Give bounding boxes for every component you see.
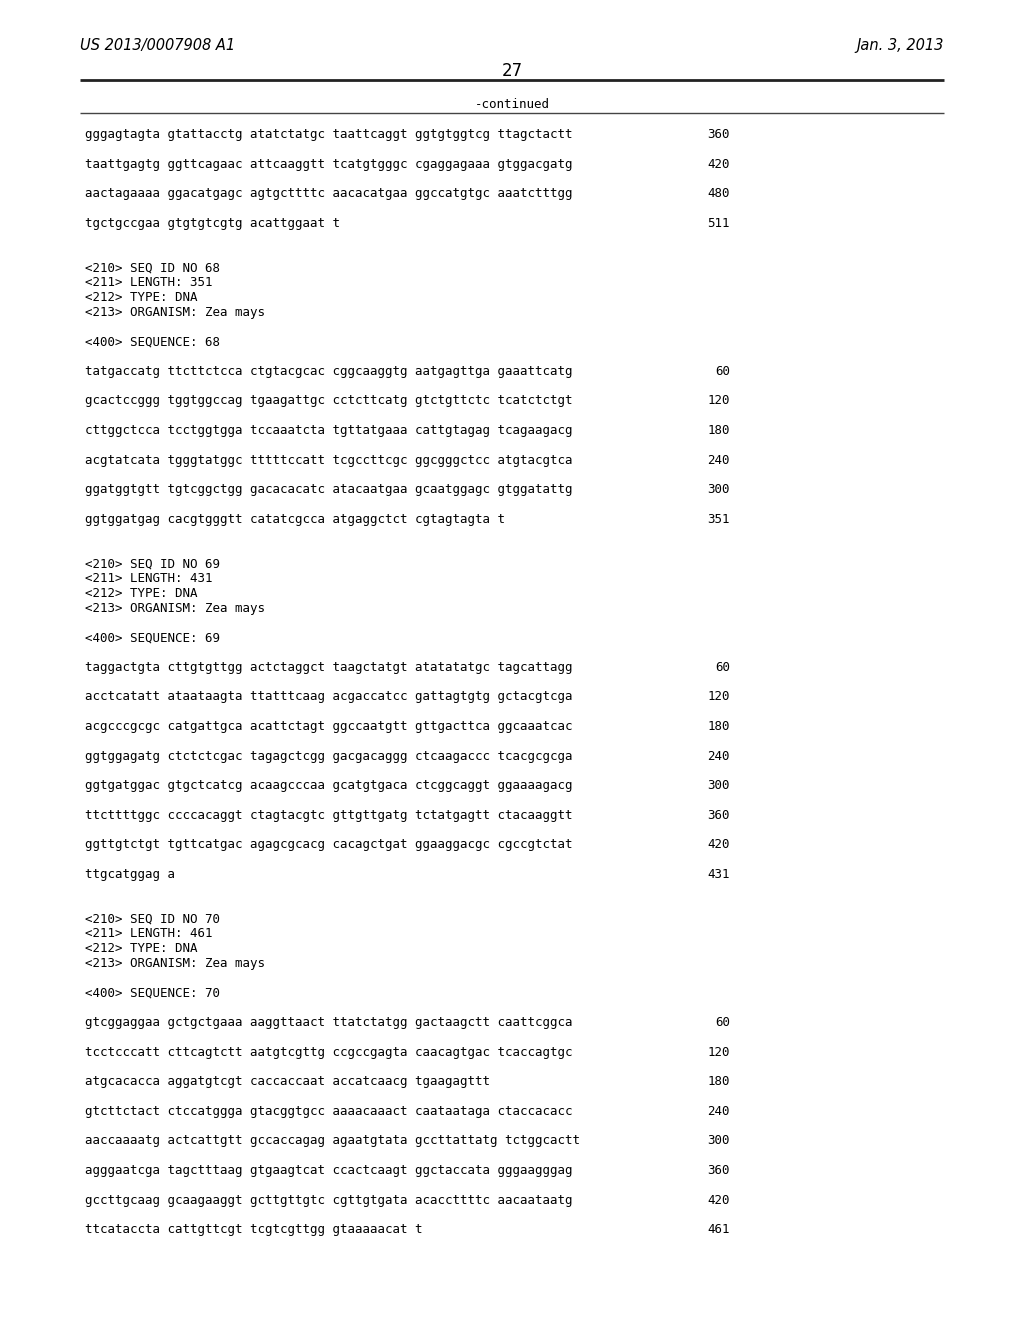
Text: 180: 180 [708,719,730,733]
Text: 180: 180 [708,1076,730,1088]
Text: aaccaaaatg actcattgtt gccaccagag agaatgtata gccttattatg tctggcactt: aaccaaaatg actcattgtt gccaccagag agaatgt… [85,1134,580,1147]
Text: 240: 240 [708,1105,730,1118]
Text: 420: 420 [708,1193,730,1206]
Text: <212> TYPE: DNA: <212> TYPE: DNA [85,587,198,599]
Text: tcctcccatt cttcagtctt aatgtcgttg ccgccgagta caacagtgac tcaccagtgc: tcctcccatt cttcagtctt aatgtcgttg ccgccga… [85,1045,572,1059]
Text: Jan. 3, 2013: Jan. 3, 2013 [857,38,944,53]
Text: ggtggatgag cacgtgggtt catatcgcca atgaggctct cgtagtagta t: ggtggatgag cacgtgggtt catatcgcca atgaggc… [85,512,505,525]
Text: <211> LENGTH: 461: <211> LENGTH: 461 [85,927,213,940]
Text: gccttgcaag gcaagaaggt gcttgttgtc cgttgtgata acaccttttc aacaataatg: gccttgcaag gcaagaaggt gcttgttgtc cgttgtg… [85,1193,572,1206]
Text: ttcataccta cattgttcgt tcgtcgttgg gtaaaaacat t: ttcataccta cattgttcgt tcgtcgttgg gtaaaaa… [85,1224,423,1237]
Text: <210> SEQ ID NO 68: <210> SEQ ID NO 68 [85,261,220,275]
Text: gggagtagta gtattacctg atatctatgc taattcaggt ggtgtggtcg ttagctactt: gggagtagta gtattacctg atatctatgc taattca… [85,128,572,141]
Text: 461: 461 [708,1224,730,1237]
Text: ggttgtctgt tgttcatgac agagcgcacg cacagctgat ggaaggacgc cgccgtctat: ggttgtctgt tgttcatgac agagcgcacg cacagct… [85,838,572,851]
Text: 60: 60 [715,661,730,673]
Text: <212> TYPE: DNA: <212> TYPE: DNA [85,290,198,304]
Text: tgctgccgaa gtgtgtcgtg acattggaat t: tgctgccgaa gtgtgtcgtg acattggaat t [85,216,340,230]
Text: cttggctcca tcctggtgga tccaaatcta tgttatgaaa cattgtagag tcagaagacg: cttggctcca tcctggtgga tccaaatcta tgttatg… [85,424,572,437]
Text: <210> SEQ ID NO 69: <210> SEQ ID NO 69 [85,557,220,570]
Text: 180: 180 [708,424,730,437]
Text: ggatggtgtt tgtcggctgg gacacacatc atacaatgaa gcaatggagc gtggatattg: ggatggtgtt tgtcggctgg gacacacatc atacaat… [85,483,572,496]
Text: 120: 120 [708,395,730,408]
Text: aactagaaaa ggacatgagc agtgcttttc aacacatgaa ggccatgtgc aaatctttgg: aactagaaaa ggacatgagc agtgcttttc aacacat… [85,187,572,201]
Text: gcactccggg tggtggccag tgaagattgc cctcttcatg gtctgttctc tcatctctgt: gcactccggg tggtggccag tgaagattgc cctcttc… [85,395,572,408]
Text: <212> TYPE: DNA: <212> TYPE: DNA [85,942,198,954]
Text: tatgaccatg ttcttctcca ctgtacgcac cggcaaggtg aatgagttga gaaattcatg: tatgaccatg ttcttctcca ctgtacgcac cggcaag… [85,364,572,378]
Text: ggtggagatg ctctctcgac tagagctcgg gacgacaggg ctcaagaccc tcacgcgcga: ggtggagatg ctctctcgac tagagctcgg gacgaca… [85,750,572,763]
Text: gtcggaggaa gctgctgaaa aaggttaact ttatctatgg gactaagctt caattcggca: gtcggaggaa gctgctgaaa aaggttaact ttatcta… [85,1016,572,1030]
Text: 27: 27 [502,62,522,81]
Text: 480: 480 [708,187,730,201]
Text: <213> ORGANISM: Zea mays: <213> ORGANISM: Zea mays [85,306,265,318]
Text: -continued: -continued [474,98,550,111]
Text: <400> SEQUENCE: 68: <400> SEQUENCE: 68 [85,335,220,348]
Text: <213> ORGANISM: Zea mays: <213> ORGANISM: Zea mays [85,602,265,615]
Text: 300: 300 [708,779,730,792]
Text: acctcatatt ataataagta ttatttcaag acgaccatcc gattagtgtg gctacgtcga: acctcatatt ataataagta ttatttcaag acgacca… [85,690,572,704]
Text: acgtatcata tgggtatggc tttttccatt tcgccttcgc ggcgggctcc atgtacgtca: acgtatcata tgggtatggc tttttccatt tcgcctt… [85,454,572,466]
Text: 420: 420 [708,157,730,170]
Text: 511: 511 [708,216,730,230]
Text: <400> SEQUENCE: 69: <400> SEQUENCE: 69 [85,631,220,644]
Text: 351: 351 [708,512,730,525]
Text: gtcttctact ctccatggga gtacggtgcc aaaacaaact caataataga ctaccacacc: gtcttctact ctccatggga gtacggtgcc aaaacaa… [85,1105,572,1118]
Text: 240: 240 [708,750,730,763]
Text: 360: 360 [708,1164,730,1177]
Text: 360: 360 [708,809,730,822]
Text: 300: 300 [708,1134,730,1147]
Text: atgcacacca aggatgtcgt caccaccaat accatcaacg tgaagagttt: atgcacacca aggatgtcgt caccaccaat accatca… [85,1076,490,1088]
Text: 240: 240 [708,454,730,466]
Text: taattgagtg ggttcagaac attcaaggtt tcatgtgggc cgaggagaaa gtggacgatg: taattgagtg ggttcagaac attcaaggtt tcatgtg… [85,157,572,170]
Text: taggactgta cttgtgttgg actctaggct taagctatgt atatatatgc tagcattagg: taggactgta cttgtgttgg actctaggct taagcta… [85,661,572,673]
Text: <400> SEQUENCE: 70: <400> SEQUENCE: 70 [85,986,220,999]
Text: ggtgatggac gtgctcatcg acaagcccaa gcatgtgaca ctcggcaggt ggaaaagacg: ggtgatggac gtgctcatcg acaagcccaa gcatgtg… [85,779,572,792]
Text: US 2013/0007908 A1: US 2013/0007908 A1 [80,38,236,53]
Text: ttcttttggc ccccacaggt ctagtacgtc gttgttgatg tctatgagtt ctacaaggtt: ttcttttggc ccccacaggt ctagtacgtc gttgttg… [85,809,572,822]
Text: <210> SEQ ID NO 70: <210> SEQ ID NO 70 [85,912,220,925]
Text: acgcccgcgc catgattgca acattctagt ggccaatgtt gttgacttca ggcaaatcac: acgcccgcgc catgattgca acattctagt ggccaat… [85,719,572,733]
Text: 360: 360 [708,128,730,141]
Text: ttgcatggag a: ttgcatggag a [85,869,175,880]
Text: 431: 431 [708,869,730,880]
Text: 120: 120 [708,1045,730,1059]
Text: <211> LENGTH: 431: <211> LENGTH: 431 [85,572,213,585]
Text: agggaatcga tagctttaag gtgaagtcat ccactcaagt ggctaccata gggaagggag: agggaatcga tagctttaag gtgaagtcat ccactca… [85,1164,572,1177]
Text: <213> ORGANISM: Zea mays: <213> ORGANISM: Zea mays [85,957,265,970]
Text: 60: 60 [715,1016,730,1030]
Text: 420: 420 [708,838,730,851]
Text: 300: 300 [708,483,730,496]
Text: <211> LENGTH: 351: <211> LENGTH: 351 [85,276,213,289]
Text: 60: 60 [715,364,730,378]
Text: 120: 120 [708,690,730,704]
